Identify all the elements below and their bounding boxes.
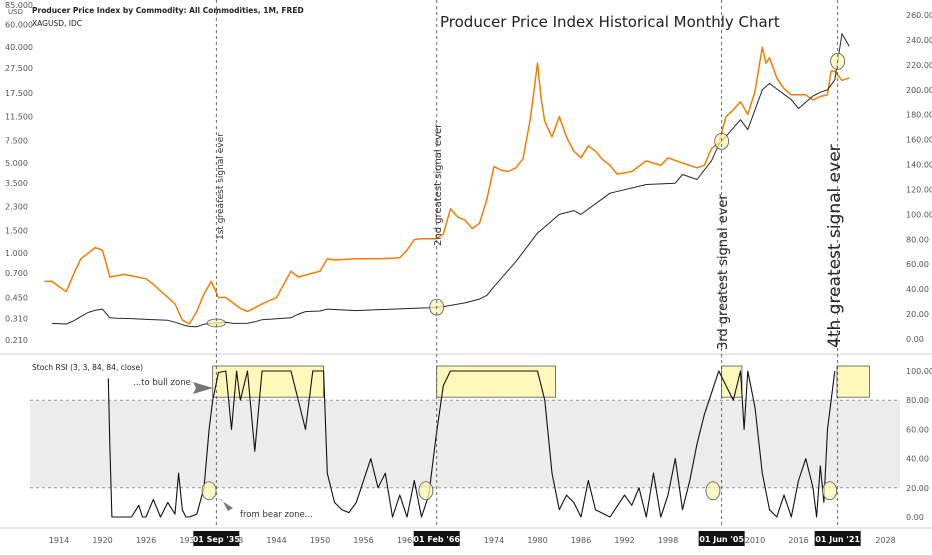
rsi-axis: 100.00 80.00 60.00 40.00 20.00 0.00 <box>906 367 932 522</box>
left-tick-label: 40.000 <box>5 43 33 52</box>
price-lines <box>44 33 850 328</box>
stoch-rsi-pane: Stoch RSI (3, 3, 84, 84, close) 100.00 80… <box>30 363 932 522</box>
time-tick-label: 1914 <box>49 536 69 545</box>
time-tick-label: 2010 <box>745 536 765 545</box>
annotation-signal-4: 4th greatest signal ever <box>825 144 845 348</box>
left-tick-label: 2.300 <box>5 202 28 211</box>
time-tick-label: 1926 <box>136 536 156 545</box>
time-tick-label: 1980 <box>527 536 547 545</box>
time-tick-label: 1992 <box>614 536 634 545</box>
time-tick-label: 1998 <box>658 536 678 545</box>
rsi-line <box>107 370 836 518</box>
right-tick-label: 260.00 <box>906 11 932 20</box>
rsi-tick-label: 80.00 <box>906 396 929 405</box>
time-highlight-bg <box>698 531 745 546</box>
left-tick-label: 0.210 <box>5 336 28 345</box>
left-axis-unit: USD <box>8 8 23 16</box>
annotation-signal-1: 1st greatest signal ever <box>216 133 226 240</box>
bull-zone-box <box>836 365 870 398</box>
right-tick-label: 100.00 <box>906 210 932 219</box>
right-tick-label: 220.00 <box>906 61 932 70</box>
left-tick-label: 0.310 <box>5 314 28 323</box>
rsi-signal-marker <box>705 481 721 501</box>
right-tick-label: 120.00 <box>906 185 932 194</box>
callout-bear-zone: from bear zone... <box>240 510 313 520</box>
right-axis: 260.00 240.00 220.00 200.00 180.00 160.00 140.… <box>906 11 932 344</box>
right-tick-label: 0.00 <box>906 335 924 344</box>
left-tick-label: 27.500 <box>5 64 33 73</box>
right-tick-label: 20.00 <box>906 310 929 319</box>
indicator-title: Stoch RSI (3, 3, 84, 84, close) <box>32 363 143 372</box>
chart-title: Producer Price Index Historical Monthly … <box>440 13 780 31</box>
time-tick-label: 2016 <box>788 536 808 545</box>
rsi-tick-label: 100.00 <box>906 367 932 376</box>
right-tick-label: 180.00 <box>906 111 932 120</box>
left-tick-label: 1.500 <box>5 226 28 235</box>
left-tick-label: 17.500 <box>5 89 33 98</box>
left-tick-label: 7.500 <box>5 136 28 145</box>
silver-price-line <box>44 46 850 325</box>
stoch-rsi-line <box>107 370 836 518</box>
time-highlight-bg <box>193 531 240 546</box>
left-tick-label: 11.500 <box>5 113 33 122</box>
left-tick-label: 3.500 <box>5 179 28 188</box>
rsi-signal-marker <box>418 481 434 501</box>
right-tick-label: 240.00 <box>906 36 932 45</box>
left-tick-label: 60.000 <box>5 20 33 29</box>
right-tick-label: 200.00 <box>906 86 932 95</box>
right-tick-label: 160.00 <box>906 136 932 145</box>
left-tick-label: 1.000 <box>5 249 28 258</box>
rsi-band <box>30 400 900 488</box>
legend-xagusd: XAGUSD, IDC <box>32 19 82 28</box>
rsi-signal-marker <box>201 481 217 501</box>
rsi-tick-label: 0.00 <box>906 513 924 522</box>
time-highlight-label: 01 Sep '35 <box>193 535 241 544</box>
callout-arrow-bull <box>193 382 213 394</box>
time-highlight-label: 01 Jun '05 <box>699 535 744 544</box>
rsi-tick-label: 20.00 <box>906 484 929 493</box>
ppi-line <box>51 33 850 328</box>
rsi-signal-markers <box>201 481 838 501</box>
signal-lines <box>215 0 839 528</box>
time-tick-label: 1950 <box>310 536 330 545</box>
rsi-tick-label: 60.00 <box>906 425 929 434</box>
legend-ppi: Producer Price Index by Commodity: All C… <box>32 6 304 15</box>
annotation-signal-3: 3rd greatest signal ever <box>716 194 731 350</box>
right-tick-label: 80.00 <box>906 235 929 244</box>
right-tick-label: 40.00 <box>906 285 929 294</box>
left-tick-label: 0.700 <box>5 269 28 278</box>
annotation-signal-2: 2nd greatest signal ever <box>433 123 444 246</box>
time-tick-label: 1956 <box>353 536 373 545</box>
time-tick-label: 1974 <box>484 536 504 545</box>
time-highlight-bg <box>413 531 460 546</box>
time-highlight-label: 01 Feb '66 <box>413 535 460 544</box>
price-pane: Producer Price Index Historical Monthly … <box>5 1 932 350</box>
time-highlight-bg <box>814 531 861 546</box>
right-tick-label: 60.00 <box>906 260 929 269</box>
left-tick-label: 0.450 <box>5 293 28 302</box>
callout-bull-zone: ...to bull zone <box>133 378 191 388</box>
rsi-signal-marker <box>822 481 838 501</box>
time-tick-label: 1932 <box>179 536 199 545</box>
left-axis: 85.000 60.000 40.000 27.500 17.500 11.500 7.50… <box>5 1 33 345</box>
time-axis-highlights: 01 Sep '35 01 Feb '66 01 Jun '05 01 Jun '21 <box>193 531 861 546</box>
time-tick-label: 2028 <box>875 536 895 545</box>
right-tick-label: 140.00 <box>906 161 932 170</box>
time-tick-label: 1944 <box>266 536 286 545</box>
time-tick-label: 1962 <box>397 536 417 545</box>
bull-zone-box <box>721 365 743 398</box>
left-tick-label: 5.000 <box>5 159 28 168</box>
time-highlight-label: 01 Jun '21 <box>815 535 860 544</box>
time-tick-label: 1920 <box>92 536 112 545</box>
time-tick-label: 1986 <box>571 536 591 545</box>
left-tick-label: 85.000 <box>5 1 33 10</box>
callout-arrow-bear <box>216 497 233 511</box>
rsi-tick-label: 40.00 <box>906 455 929 464</box>
